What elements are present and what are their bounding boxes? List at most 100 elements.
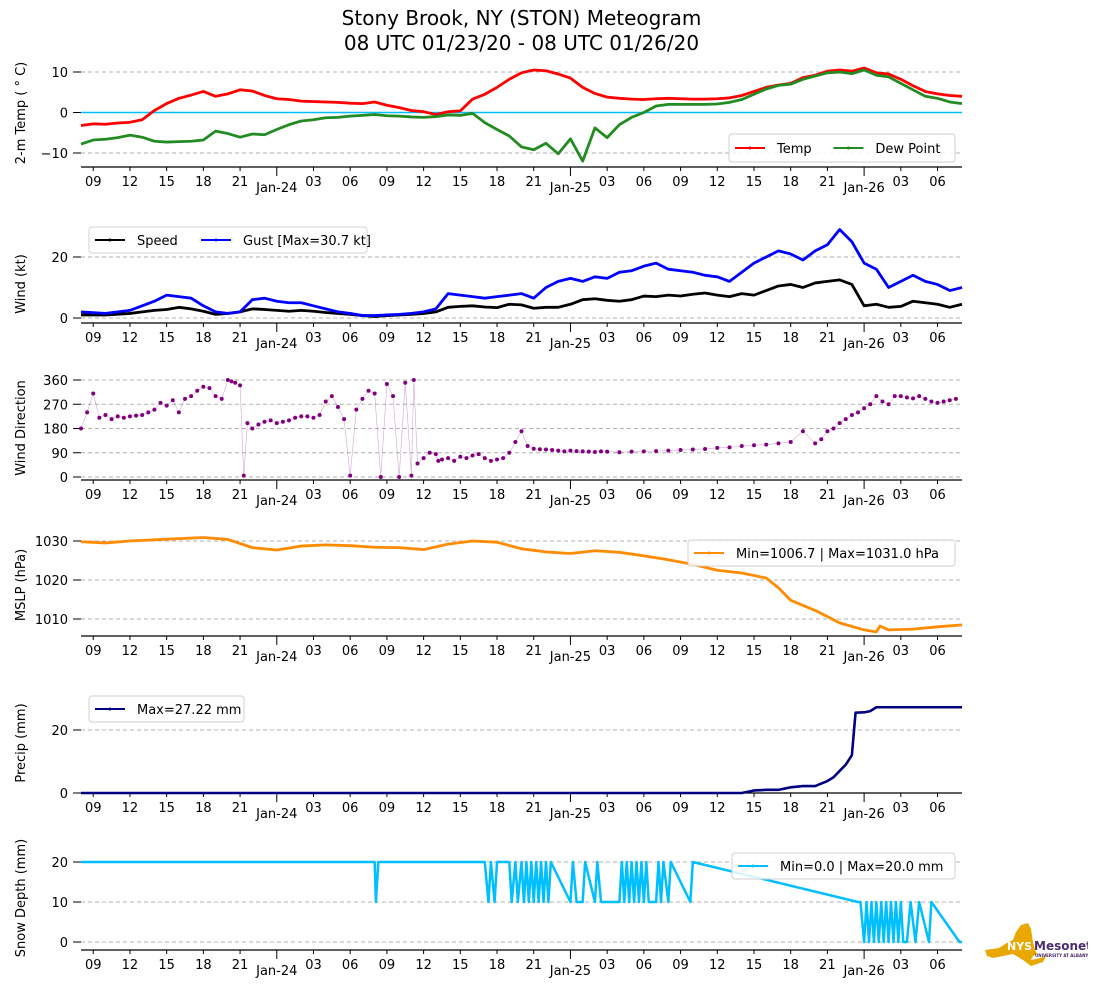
x-tick-label: 12 xyxy=(709,488,726,503)
logo-mesonet-text: Mesonet xyxy=(1034,939,1088,953)
x-tick-label: 18 xyxy=(489,801,506,816)
x-tick-label: 06 xyxy=(342,958,359,973)
x-tick-label: 06 xyxy=(342,175,359,190)
x-tick-label: 03 xyxy=(599,801,616,816)
x-tick-label: 09 xyxy=(85,958,102,973)
x-tick-label: 18 xyxy=(782,644,799,659)
legend-marker xyxy=(108,707,112,711)
x-tick-label: 03 xyxy=(305,175,322,190)
x-tick-label: 03 xyxy=(893,331,910,346)
data-point xyxy=(317,413,322,418)
data-point xyxy=(452,458,457,463)
x-tick-label: 18 xyxy=(489,958,506,973)
data-point xyxy=(586,449,591,454)
legend-frame xyxy=(687,539,956,567)
x-tick-label: 21 xyxy=(819,331,836,346)
data-point xyxy=(299,414,304,419)
series-line-dew xyxy=(80,68,963,163)
data-point xyxy=(800,429,805,434)
data-point xyxy=(868,402,873,407)
x-tick-label: 12 xyxy=(709,644,726,659)
data-point xyxy=(348,473,353,478)
data-point xyxy=(439,457,444,462)
data-point xyxy=(580,449,585,454)
legend-label: Speed xyxy=(137,234,178,249)
legend: Min=1006.7 | Max=1031.0 hPa xyxy=(687,539,956,567)
x-tick-label: 15 xyxy=(452,958,469,973)
data-point xyxy=(287,418,292,423)
data-point xyxy=(201,384,206,389)
x-tick-label: 03 xyxy=(893,488,910,503)
x-date-tick-label: Jan-26 xyxy=(842,964,884,979)
x-tick-label: 06 xyxy=(929,488,946,503)
x-tick-label: 09 xyxy=(85,488,102,503)
chart-title-line2: 08 UTC 01/23/20 - 08 UTC 01/26/20 xyxy=(343,31,700,55)
data-point xyxy=(189,394,194,399)
legend-marker xyxy=(214,238,218,242)
x-date-tick-label: Jan-24 xyxy=(255,807,297,822)
legend-marker xyxy=(748,146,752,150)
data-point xyxy=(537,447,542,452)
x-tick-label: 15 xyxy=(746,488,763,503)
legend: Max=27.22 mm xyxy=(88,695,245,723)
data-point xyxy=(103,413,108,418)
x-date-tick-label: Jan-25 xyxy=(549,494,591,509)
data-point xyxy=(605,449,610,454)
data-point xyxy=(233,380,238,385)
data-point xyxy=(140,413,145,418)
data-point xyxy=(183,396,188,401)
data-point xyxy=(904,395,909,400)
x-tick-label: 15 xyxy=(158,801,175,816)
y-tick-label: 0 xyxy=(60,471,68,486)
x-date-tick-label: Jan-26 xyxy=(842,181,884,196)
data-point xyxy=(488,458,493,463)
x-tick-label: 12 xyxy=(709,801,726,816)
data-point xyxy=(629,449,634,454)
x-tick-label: 18 xyxy=(195,331,212,346)
x-tick-label: 21 xyxy=(819,958,836,973)
y-axis-label: MSLP (hPa) xyxy=(14,549,29,621)
x-tick-label: 03 xyxy=(893,644,910,659)
x-tick-label: 06 xyxy=(636,488,653,503)
x-tick-label: 15 xyxy=(746,644,763,659)
data-point xyxy=(837,421,842,426)
x-tick-label: 18 xyxy=(782,488,799,503)
x-tick-label: 21 xyxy=(819,801,836,816)
x-tick-label: 12 xyxy=(709,331,726,346)
x-tick-label: 21 xyxy=(525,175,542,190)
data-point xyxy=(91,391,96,396)
legend-marker xyxy=(751,864,755,868)
x-tick-label: 06 xyxy=(636,175,653,190)
legend-label: Max=27.22 mm xyxy=(137,703,241,718)
x-tick-label: 06 xyxy=(929,175,946,190)
data-point xyxy=(476,452,481,457)
x-tick-label: 21 xyxy=(819,175,836,190)
data-point xyxy=(427,450,432,455)
x-tick-label: 12 xyxy=(122,644,139,659)
x-date-tick-label: Jan-25 xyxy=(549,650,591,665)
x-tick-label: 06 xyxy=(636,644,653,659)
data-point xyxy=(170,398,175,403)
data-point xyxy=(250,426,255,431)
data-point xyxy=(245,421,250,426)
data-point xyxy=(953,396,958,401)
data-point xyxy=(146,410,151,415)
data-point xyxy=(335,404,340,409)
x-tick-label: 15 xyxy=(746,175,763,190)
y-tick-label: 1010 xyxy=(35,613,68,628)
logo-nys-text: NYS xyxy=(1007,940,1032,953)
data-point xyxy=(436,458,441,463)
x-date-tick-label: Jan-24 xyxy=(255,494,297,509)
x-tick-label: 03 xyxy=(599,958,616,973)
legend-label: Gust [Max=30.7 kt] xyxy=(243,234,371,249)
x-tick-label: 15 xyxy=(746,801,763,816)
data-point xyxy=(855,410,860,415)
panel-precip: 20 0 Precip (mm) 09 12 15 18 21 03 06 09 12 15 18 21 03… xyxy=(14,695,962,822)
data-point xyxy=(843,417,848,422)
x-tick-label: 18 xyxy=(195,801,212,816)
data-point xyxy=(293,415,298,420)
x-tick-label: 06 xyxy=(929,331,946,346)
x-tick-label: 21 xyxy=(819,488,836,503)
data-point xyxy=(378,475,383,479)
x-tick-label: 06 xyxy=(929,644,946,659)
